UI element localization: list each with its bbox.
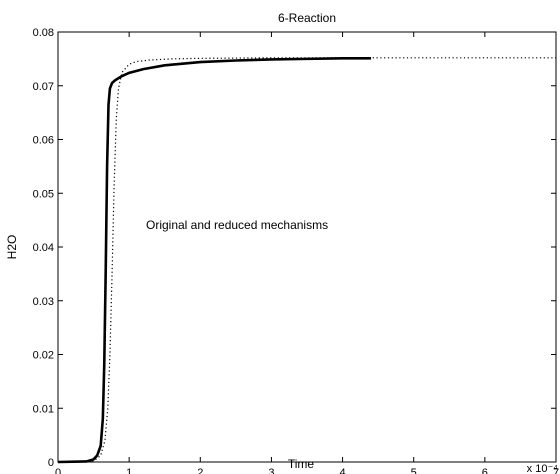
series-line-solid	[57, 57, 372, 464]
y-tick-label: 0.05	[33, 188, 54, 200]
chart-title: 6-Reaction	[278, 11, 336, 25]
y-tick-label: 0	[48, 457, 54, 469]
y-tick-label: 0.08	[33, 27, 54, 39]
x-scale-label: x 10⁻⁴	[527, 463, 559, 474]
plot-area: 0 1 2 3 4 5 6 7 0 0.01 0.02 0.03 0.04 0.05 0.06 0.07 0.0…	[33, 27, 559, 474]
x-tick-label: 5	[411, 467, 417, 474]
x-tick-label: 6	[482, 467, 488, 474]
x-axis-title: Time	[288, 457, 315, 471]
y-tick-label: 0.07	[33, 81, 54, 93]
x-tick-label: 7	[553, 467, 559, 474]
y-tick-label: 0.04	[33, 242, 54, 254]
x-tick-label: 2	[197, 467, 203, 474]
x-tick-label: 0	[55, 467, 61, 474]
y-tick-label: 0.02	[33, 350, 54, 362]
series-line-dotted	[57, 57, 556, 463]
y-tick-label: 0.01	[33, 403, 54, 415]
annotation: Original and reduced mechanisms	[146, 218, 328, 232]
axes-box	[57, 31, 557, 463]
x-tick-label: 4	[340, 467, 346, 474]
x-tick-label: 3	[268, 467, 274, 474]
y-axis-title: H2O	[5, 235, 19, 260]
x-tick-label: 1	[126, 467, 132, 474]
y-tick-label: 0.03	[33, 296, 54, 308]
y-tick-label: 0.06	[33, 135, 54, 147]
